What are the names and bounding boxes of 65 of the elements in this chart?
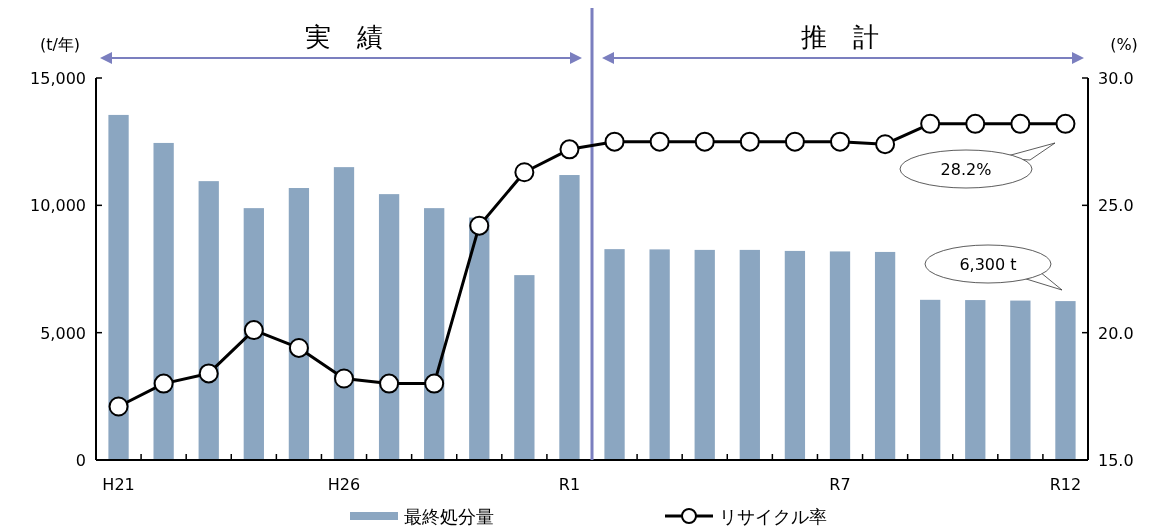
point — [243, 320, 264, 341]
annotation: 28.2% — [940, 160, 992, 179]
point — [153, 373, 174, 394]
point — [965, 113, 986, 134]
point — [784, 131, 805, 152]
bar — [874, 251, 896, 460]
point — [514, 162, 535, 183]
point — [739, 131, 760, 152]
y-tick-label: 15,000 — [30, 69, 86, 88]
bar — [784, 250, 806, 460]
bar — [153, 142, 174, 460]
point — [288, 337, 309, 358]
bar — [829, 251, 851, 460]
bar — [333, 167, 355, 460]
point — [108, 396, 129, 417]
bar — [604, 249, 625, 460]
bar — [424, 208, 445, 460]
point — [198, 363, 219, 384]
point — [469, 215, 490, 236]
x-tick-label: R12 — [1049, 475, 1082, 494]
y2-tick-label: 20.0 — [1098, 323, 1134, 343]
bar — [965, 300, 986, 460]
point — [1055, 113, 1076, 134]
bar — [198, 181, 219, 460]
legend-label: 最終処分量 — [404, 506, 494, 527]
bar — [1010, 300, 1031, 460]
bar — [1055, 301, 1076, 460]
bar — [920, 299, 941, 460]
point — [830, 131, 850, 152]
x-tick-label: H21 — [102, 475, 135, 494]
point — [1010, 113, 1031, 134]
bar — [694, 249, 715, 460]
point — [424, 373, 445, 394]
point — [604, 131, 625, 152]
y-tick-label: 5,000 — [40, 323, 86, 343]
point — [875, 134, 896, 155]
annotation: 6,300 t — [959, 255, 1017, 274]
y-tick-label: 0 — [75, 451, 86, 470]
bar — [559, 175, 580, 460]
bar — [378, 194, 400, 460]
point — [694, 131, 715, 152]
bar — [649, 249, 670, 460]
text: 推 計 — [801, 22, 879, 52]
y2-tick-label: 15.0 — [1098, 451, 1134, 470]
point — [334, 368, 354, 389]
y-tick-label: 10,000 — [30, 196, 86, 216]
text: 実 績 — [305, 22, 383, 52]
bar — [108, 114, 129, 460]
y-axis-title: (t/年) — [39, 35, 81, 54]
bar — [288, 188, 310, 460]
y2-tick-label: 25.0 — [1098, 196, 1134, 216]
x-tick-label: R1 — [558, 475, 581, 494]
x-tick-label: R7 — [829, 475, 851, 494]
bar — [514, 275, 535, 460]
point — [649, 131, 670, 152]
y2-tick-label: 30.0 — [1098, 69, 1134, 88]
bar — [469, 217, 490, 460]
y2-axis-title: (%) — [1110, 35, 1138, 54]
bar — [243, 208, 264, 460]
legend-label: リサイクル率 — [719, 506, 827, 527]
point — [559, 139, 580, 160]
bar — [739, 249, 760, 460]
x-tick-label: H26 — [327, 475, 361, 494]
point — [379, 373, 400, 394]
point — [920, 113, 941, 134]
